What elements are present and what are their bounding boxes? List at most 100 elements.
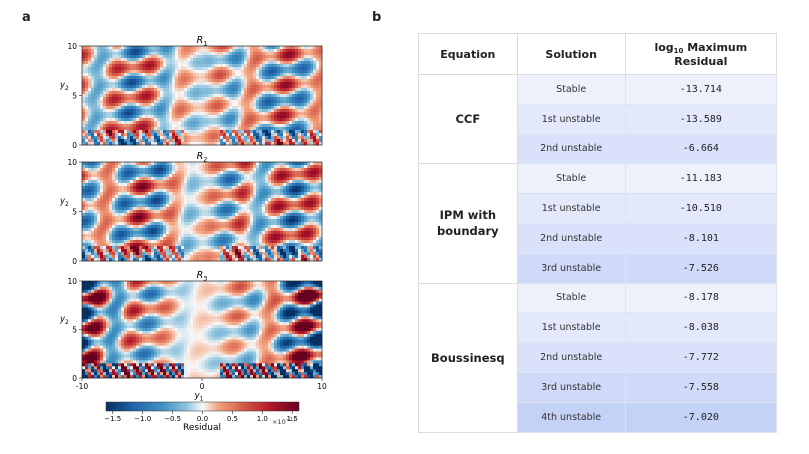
heatmap-cell	[112, 139, 115, 142]
heatmap-cell	[166, 109, 169, 112]
heatmap-cell	[127, 133, 130, 136]
heatmap-cell	[256, 73, 259, 76]
heatmap-cell	[190, 165, 193, 168]
heatmap-cell	[133, 133, 136, 136]
heatmap-cell	[196, 106, 199, 109]
heatmap-cell	[295, 94, 298, 97]
heatmap-cell	[283, 121, 286, 124]
heatmap-cell	[142, 207, 145, 210]
heatmap-cell	[97, 115, 100, 118]
heatmap-cell	[265, 252, 268, 255]
heatmap-cell	[226, 177, 229, 180]
heatmap-cell	[109, 198, 112, 201]
heatmap-cell	[94, 162, 97, 165]
heatmap-cell	[232, 195, 235, 198]
heatmap-cell	[202, 243, 205, 246]
heatmap-cell	[139, 70, 142, 73]
heatmap-cell	[268, 186, 271, 189]
heatmap-cell	[229, 207, 232, 210]
heatmap-cell	[259, 115, 262, 118]
heatmap-cell	[133, 171, 136, 174]
heatmap-cell	[205, 201, 208, 204]
heatmap-cell	[193, 136, 196, 139]
heatmap-cell	[106, 139, 109, 142]
heatmap-cell	[130, 210, 133, 213]
heatmap-cell	[199, 97, 202, 100]
heatmap-cell	[277, 255, 280, 258]
heatmap-cell	[109, 186, 112, 189]
heatmap-cell	[244, 192, 247, 195]
heatmap-cell	[151, 165, 154, 168]
heatmap-cell	[94, 94, 97, 97]
heatmap-cell	[127, 70, 130, 73]
heatmap-cell	[220, 127, 223, 130]
heatmap-cell	[202, 106, 205, 109]
heatmap-cell	[220, 55, 223, 58]
heatmap-cell	[229, 186, 232, 189]
heatmap-cell	[82, 219, 85, 222]
heatmap-cell	[118, 103, 121, 106]
heatmap-cell	[298, 103, 301, 106]
heatmap-cell	[154, 219, 157, 222]
heatmap-cell	[166, 225, 169, 228]
heatmap-cell	[109, 52, 112, 55]
heatmap-cell	[193, 94, 196, 97]
heatmap-cell	[211, 219, 214, 222]
heatmap-cell	[106, 67, 109, 70]
heatmap-cell	[271, 216, 274, 219]
heatmap-cell	[250, 162, 253, 165]
heatmap-cell	[178, 103, 181, 106]
heatmap-cell	[142, 189, 145, 192]
heatmap-cell	[271, 124, 274, 127]
heatmap-cell	[193, 121, 196, 124]
heatmap-cell	[235, 49, 238, 52]
heatmap-cell	[157, 136, 160, 139]
heatmap-cell	[226, 97, 229, 100]
heatmap-cell	[274, 231, 277, 234]
subplot-title-r1: R1	[197, 35, 208, 48]
heatmap-cell	[115, 204, 118, 207]
heatmap-cell	[166, 165, 169, 168]
heatmap-cell	[244, 136, 247, 139]
heatmap-cell	[307, 46, 310, 49]
heatmap-cell	[115, 91, 118, 94]
heatmap-cell	[190, 180, 193, 183]
heatmap-cell	[100, 183, 103, 186]
heatmap-cell	[208, 219, 211, 222]
heatmap-cell	[316, 49, 319, 52]
heatmap-cell	[232, 82, 235, 85]
heatmap-cell	[304, 133, 307, 136]
heatmap-cell	[265, 246, 268, 249]
heatmap-cell	[241, 118, 244, 121]
heatmap-cell	[241, 133, 244, 136]
heatmap-cell	[226, 219, 229, 222]
heatmap-cell	[106, 228, 109, 231]
heatmap-cell	[280, 136, 283, 139]
heatmap-cell	[313, 109, 316, 112]
heatmap-cell	[193, 139, 196, 142]
heatmap-cell	[286, 112, 289, 115]
heatmap-cell	[184, 243, 187, 246]
heatmap-cell	[136, 94, 139, 97]
heatmap-cell	[217, 189, 220, 192]
heatmap-cell	[172, 228, 175, 231]
heatmap-cell	[247, 174, 250, 177]
heatmap-cell	[145, 177, 148, 180]
heatmap-cell	[214, 130, 217, 133]
heatmap-cell	[292, 52, 295, 55]
heatmap-cell	[247, 225, 250, 228]
heatmap-cell	[190, 67, 193, 70]
heatmap-cell	[103, 195, 106, 198]
heatmap-cell	[121, 46, 124, 49]
heatmap-cell	[241, 76, 244, 79]
heatmap-cell	[268, 127, 271, 130]
heatmap-cell	[133, 100, 136, 103]
heatmap-cell	[157, 189, 160, 192]
heatmap-cell	[307, 124, 310, 127]
heatmap-cell	[214, 127, 217, 130]
heatmap-cell	[244, 216, 247, 219]
heatmap-cell	[298, 133, 301, 136]
heatmap-cell	[109, 252, 112, 255]
heatmap-cell	[199, 136, 202, 139]
heatmap-cell	[166, 216, 169, 219]
